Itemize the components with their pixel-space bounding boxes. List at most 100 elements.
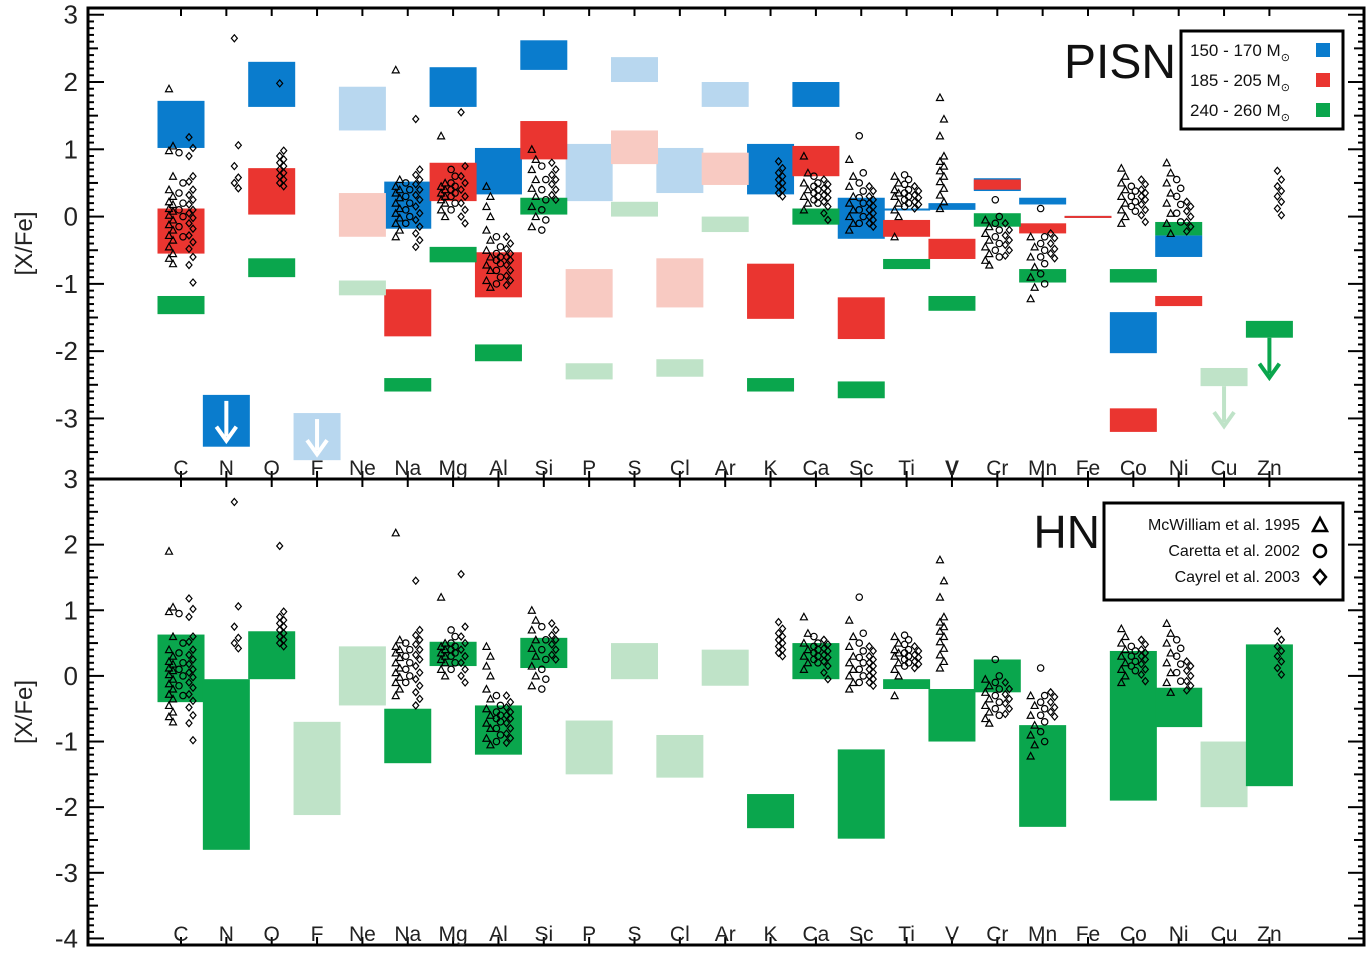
obs-circle — [405, 185, 414, 194]
obs-triangle — [890, 651, 900, 660]
bar-hn-0-k — [747, 794, 795, 829]
obs-triangle — [935, 166, 945, 175]
obs-circle — [179, 232, 187, 241]
obs-diamond — [189, 632, 197, 641]
obs-triangle — [894, 638, 904, 647]
obs-triangle — [844, 641, 854, 650]
bar-hn-0-ni — [1155, 687, 1203, 728]
obs-diamond — [778, 191, 787, 201]
legend-swatch — [1316, 103, 1330, 117]
obs-triangle — [481, 181, 491, 190]
obs-diamond — [457, 212, 465, 222]
obs-triangle — [1162, 178, 1172, 187]
obs-diamond — [1001, 689, 1010, 699]
obs-triangle — [935, 203, 945, 213]
obs-triangle — [844, 198, 854, 207]
obs-diamond — [461, 622, 469, 632]
x-tick-label: Fe — [1076, 923, 1101, 946]
obs-diamond — [185, 612, 193, 622]
obs-circle — [855, 179, 864, 187]
bar-pisn-2-na — [384, 378, 432, 392]
obs-diamond — [552, 645, 560, 655]
obs-triangle — [844, 615, 854, 624]
obs-diamond — [1182, 676, 1191, 686]
panel-hn: 3 2 1 0 -1 -2 -3 -4 C N O F Ne Na Mg Al Si P S Cl Ar K Ca Sc Ti V… — [11, 464, 1366, 953]
bar-pisn-0-c — [157, 100, 205, 148]
obs-triangle — [168, 694, 178, 703]
obs-diamond — [457, 645, 465, 655]
legend-triangle-icon — [1310, 515, 1330, 533]
obs-diamond — [457, 107, 465, 117]
obs-diamond — [185, 190, 193, 200]
obs-diamond — [820, 657, 828, 666]
y-tick-label: 3 — [64, 0, 78, 30]
obs-diamond — [820, 208, 828, 218]
obs-circle — [855, 665, 864, 674]
obs-circle — [541, 175, 550, 184]
obs-diamond — [189, 645, 197, 655]
obs-circle — [810, 172, 818, 181]
y-axis-label: [X/Fe] — [11, 211, 38, 275]
obs-triangle — [391, 208, 401, 217]
obs-circle — [1172, 636, 1181, 644]
obs-diamond — [185, 718, 193, 728]
obs-diamond — [778, 651, 787, 661]
obs-triangle — [1116, 178, 1126, 187]
obs-diamond — [914, 200, 923, 209]
obs-diamond — [411, 674, 420, 684]
obs-circle — [179, 212, 187, 221]
bar-pisn-1-ar — [701, 152, 749, 185]
obs-triangle — [168, 141, 178, 150]
x-tick-label: Mn — [1028, 457, 1057, 480]
obs-diamond — [415, 625, 424, 635]
obs-triangle — [844, 225, 854, 234]
y-tick-label: 1 — [64, 595, 78, 625]
obs-circle — [1036, 204, 1045, 213]
obs-diamond — [1137, 635, 1146, 645]
obs-diamond — [1046, 687, 1055, 697]
obs-diamond — [1186, 222, 1195, 232]
obs-triangle — [395, 644, 405, 654]
obs-triangle — [527, 605, 537, 614]
obs-diamond — [869, 186, 878, 196]
obs-diamond — [230, 622, 239, 632]
obs-triangle — [848, 171, 858, 180]
obs-triangle — [391, 528, 401, 537]
obs-circle — [1127, 662, 1136, 670]
legend-swatch — [1316, 73, 1330, 87]
obs-triangle — [1162, 198, 1172, 207]
obs-circle — [1036, 711, 1045, 720]
obs-diamond — [1046, 707, 1055, 717]
obs-triangle — [485, 671, 495, 680]
obs-triangle — [1162, 677, 1172, 687]
obs-circle — [855, 219, 864, 228]
obs-circle — [541, 216, 550, 224]
obs-diamond — [1141, 195, 1150, 205]
obs-triangle — [395, 225, 405, 234]
obs-circle — [991, 704, 1000, 713]
bar-pisn-0-s — [611, 57, 658, 83]
obs-diamond — [774, 617, 783, 627]
obs-diamond — [506, 265, 515, 275]
obs-triangle — [980, 215, 990, 224]
obs-diamond — [865, 181, 874, 191]
obs-triangle — [1030, 720, 1040, 729]
bar-hn-0-f — [293, 721, 341, 816]
obs-diamond — [189, 213, 197, 223]
obs-triangle — [799, 178, 809, 187]
obs-circle — [900, 202, 909, 211]
y-tick-label: 1 — [64, 134, 78, 164]
obs-triangle — [531, 154, 541, 163]
obs-circle — [1127, 202, 1136, 211]
obs-triangle — [984, 221, 994, 231]
x-tick-label: Sc — [849, 923, 874, 946]
obs-triangle — [935, 156, 945, 166]
obs-diamond — [234, 601, 243, 611]
legend-circle-icon — [1312, 543, 1328, 559]
obs-triangle — [1116, 664, 1126, 673]
x-tick-label: Ne — [349, 923, 376, 946]
obs-circle — [995, 698, 1004, 706]
x-tick-label: C — [173, 457, 188, 480]
obs-triangle — [395, 192, 405, 202]
obs-diamond — [457, 658, 465, 668]
